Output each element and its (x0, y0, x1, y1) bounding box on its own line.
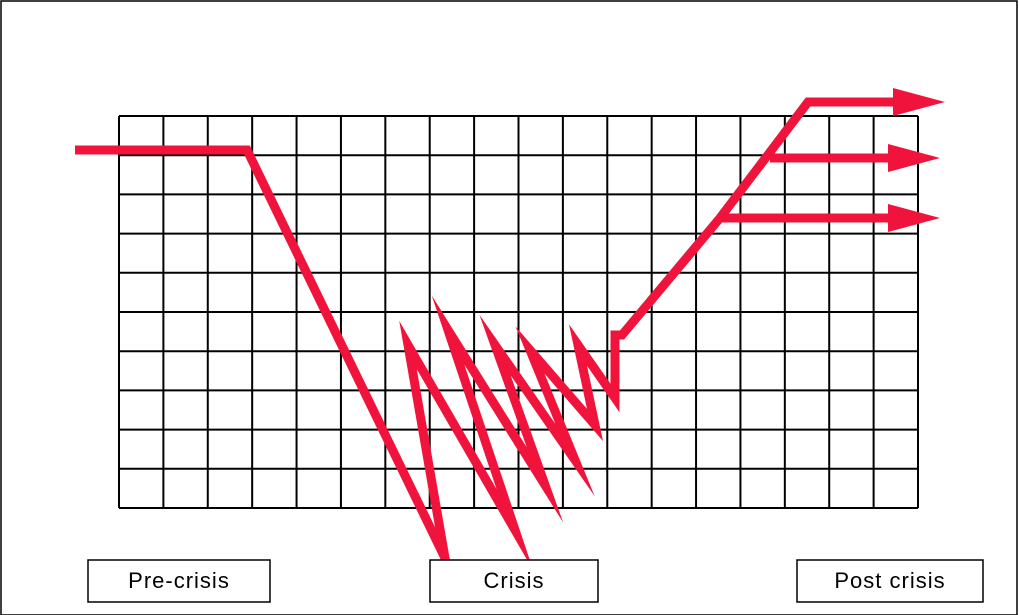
label-box (796, 559, 984, 603)
crisis-path (75, 97, 900, 589)
arrowheads (888, 88, 945, 232)
arrowhead (888, 204, 940, 232)
label-box (429, 559, 599, 603)
phase-label: Crisis (484, 568, 545, 593)
arrowhead (888, 144, 940, 172)
phase-label: Post crisis (834, 568, 945, 593)
trend-line (75, 97, 900, 589)
label-box (87, 559, 271, 603)
phase-label: Pre-crisis (128, 568, 230, 593)
arrowhead (893, 88, 945, 116)
